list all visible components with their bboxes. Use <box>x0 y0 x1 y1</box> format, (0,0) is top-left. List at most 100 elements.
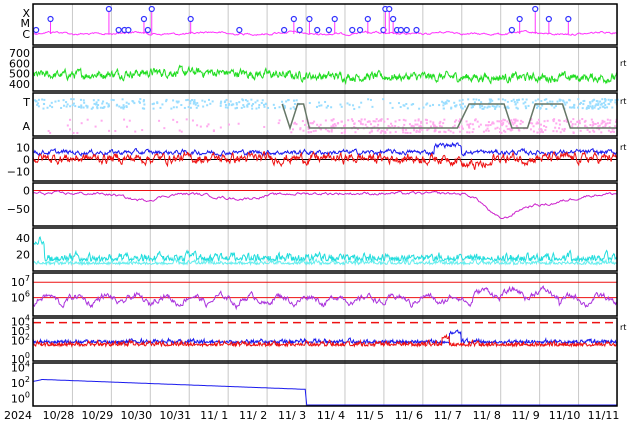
lightblue-point <box>525 98 528 101</box>
pink-point <box>538 131 541 134</box>
lightblue-point <box>516 101 519 104</box>
pink-point <box>571 123 574 126</box>
lightblue-point <box>93 102 96 105</box>
pink-point <box>503 129 506 132</box>
event-marker <box>33 26 40 34</box>
x-tick-label: 11/ 9 <box>512 409 540 422</box>
event-marker <box>508 26 515 34</box>
pink-point <box>578 120 581 123</box>
lightblue-point <box>608 103 611 106</box>
event-marker <box>296 26 303 34</box>
pink-point <box>578 122 581 125</box>
magenta-series <box>32 190 618 219</box>
lightblue-point <box>515 106 518 109</box>
pink-point <box>542 131 545 134</box>
event-marker <box>325 26 332 34</box>
lightblue-point <box>118 105 121 108</box>
pink-point <box>539 123 542 126</box>
pink-point <box>485 129 488 132</box>
pink-point <box>443 130 446 133</box>
lightblue-point <box>240 106 243 109</box>
lightblue-point <box>74 105 77 108</box>
lightblue-point <box>96 106 99 109</box>
pink-point <box>438 122 441 125</box>
y-tick-label: 0 <box>23 154 30 167</box>
y-tick-label: 100 <box>11 390 30 405</box>
pink-point <box>380 118 383 121</box>
lightblue-point <box>65 101 68 104</box>
lightblue-point <box>486 106 489 109</box>
pink-point <box>389 131 392 134</box>
pink-point <box>601 119 604 122</box>
x-tick-label: 11/10 <box>549 409 581 422</box>
lightblue-point <box>360 101 363 104</box>
pink-point <box>598 124 601 127</box>
lightblue-point <box>122 107 125 110</box>
pink-point <box>416 123 419 126</box>
lightblue-point <box>591 100 594 103</box>
pink-point <box>410 125 413 128</box>
panel-frame <box>32 46 618 92</box>
lightblue-point <box>172 106 175 109</box>
lightblue-point <box>447 100 450 103</box>
pink-point <box>537 118 540 121</box>
pink-point <box>409 131 412 134</box>
pink-point <box>435 126 438 129</box>
lightblue-point <box>116 103 119 106</box>
lightblue-point <box>92 99 95 102</box>
pink-point <box>344 128 347 131</box>
red-series <box>32 150 618 170</box>
pink-point <box>503 119 506 122</box>
pink-point <box>299 128 302 131</box>
pink-point <box>373 125 376 128</box>
pink-point <box>466 123 469 126</box>
panel-frame <box>32 317 618 362</box>
lightblue-point <box>105 102 108 105</box>
lightblue-point <box>220 100 223 103</box>
event-marker <box>115 26 122 34</box>
y-tick-label: 100 <box>11 351 30 366</box>
pink-point <box>387 124 390 127</box>
pink-point <box>363 118 366 121</box>
pink-point <box>554 126 557 129</box>
pink-point <box>404 131 407 134</box>
lightblue-point <box>235 102 238 105</box>
cyan-series-2 <box>32 257 618 267</box>
pink-point <box>496 120 499 123</box>
pink-point <box>158 119 161 122</box>
lightblue-point <box>152 107 155 110</box>
y-tick-label-T: T <box>22 96 30 109</box>
lightblue-point <box>330 106 333 109</box>
pink-point <box>603 120 606 123</box>
pink-point <box>478 125 481 128</box>
lightblue-point <box>97 99 100 102</box>
pink-point <box>509 127 512 130</box>
lightblue-point <box>578 102 581 105</box>
panel-frame <box>32 272 618 317</box>
pink-point <box>347 119 350 122</box>
lightblue-point <box>568 98 571 101</box>
lightblue-point <box>558 99 561 102</box>
lightblue-point <box>152 102 155 105</box>
pink-point <box>353 122 356 125</box>
lightblue-point <box>121 106 124 109</box>
lightblue-point <box>602 105 605 108</box>
lightblue-point <box>133 102 136 105</box>
y-tick-label-M: M <box>21 17 31 30</box>
pink-point <box>453 120 456 123</box>
purple-series <box>32 285 618 311</box>
lightblue-point <box>183 106 186 109</box>
pink-point <box>561 128 564 131</box>
pink-point <box>433 125 436 128</box>
pink-point <box>509 129 512 132</box>
lightblue-point <box>72 98 75 101</box>
lightblue-point <box>50 101 53 104</box>
pink-point <box>141 129 144 132</box>
y-tick-label: 600 <box>9 57 30 70</box>
lightblue-point <box>517 98 520 101</box>
lightblue-point <box>550 104 553 107</box>
pink-point <box>383 120 386 123</box>
lightblue-point <box>573 106 576 109</box>
lightblue-point <box>201 99 204 102</box>
pink-point <box>69 118 72 121</box>
